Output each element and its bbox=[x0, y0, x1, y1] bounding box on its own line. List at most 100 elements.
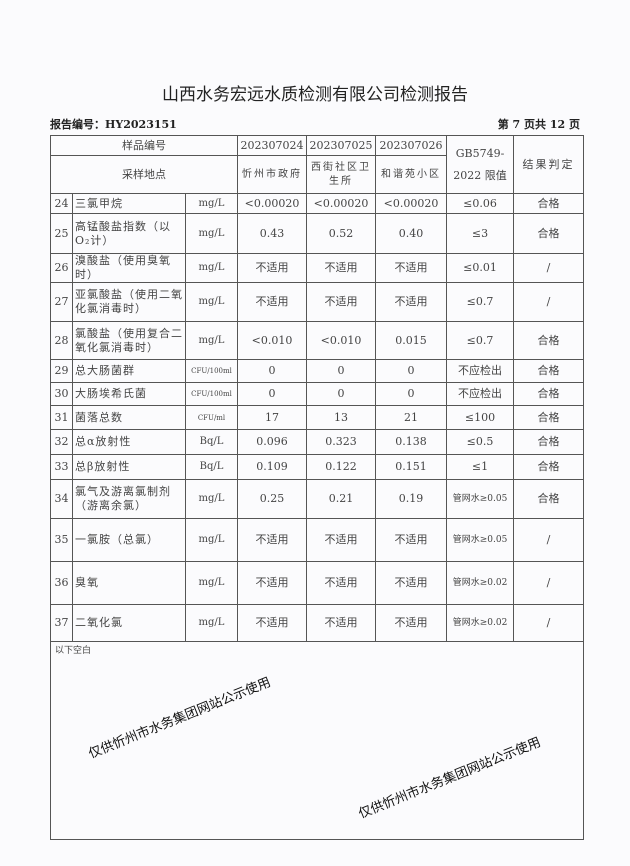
result-judgement: 合格 bbox=[513, 382, 585, 406]
value-sample-1: 不适用 bbox=[237, 282, 308, 322]
unit: mg/L bbox=[184, 213, 239, 254]
table-row: 33 总β放射性 Bq/L 0.109 0.122 0.151 ≤1 合格 bbox=[50, 454, 585, 480]
row-number: 28 bbox=[50, 321, 73, 360]
parameter-name: 氯气及游离氯制剂（游离余氯） bbox=[72, 479, 186, 519]
value-sample-1: 0.109 bbox=[237, 454, 308, 480]
table-row: 32 总α放射性 Bq/L 0.096 0.323 0.138 ≤0.5 合格 bbox=[50, 429, 585, 455]
value-sample-3: 不适用 bbox=[375, 518, 448, 562]
header-row-sample-no: 样品编号 202307024 202307025 202307026 GB574… bbox=[49, 135, 585, 194]
row-number: 26 bbox=[50, 253, 73, 283]
unit: mg/L bbox=[184, 479, 239, 519]
limit-value: 管网水≥0.02 bbox=[446, 604, 515, 642]
parameter-name: 总β放射性 bbox=[72, 454, 186, 480]
unit: mg/L bbox=[184, 518, 239, 562]
page-number: 第 7 页共 12 页 bbox=[497, 118, 580, 131]
row-number: 37 bbox=[50, 604, 73, 642]
result-judgement: 合格 bbox=[513, 213, 585, 254]
row-number: 34 bbox=[50, 479, 73, 519]
value-sample-2: 不适用 bbox=[306, 518, 377, 562]
site-label: 采样地点 bbox=[49, 155, 239, 194]
parameter-name: 高锰酸盐指数（以O₂计） bbox=[72, 213, 186, 254]
sample-no-label: 样品编号 bbox=[49, 135, 239, 156]
value-sample-2: 不适用 bbox=[306, 282, 377, 322]
parameter-name: 总大肠菌群 bbox=[72, 359, 186, 383]
limit-value: 管网水≥0.05 bbox=[446, 518, 515, 562]
result-header: 结果判定 bbox=[513, 135, 585, 194]
row-number: 32 bbox=[50, 429, 73, 455]
value-sample-2: <0.00020 bbox=[306, 193, 377, 214]
row-number: 25 bbox=[50, 213, 73, 254]
value-sample-1: 不适用 bbox=[237, 561, 308, 605]
row-number: 30 bbox=[50, 382, 73, 406]
value-sample-3: 不适用 bbox=[375, 282, 448, 322]
value-sample-3: 0.151 bbox=[375, 454, 448, 480]
sample-no-2: 202307025 bbox=[306, 135, 377, 156]
sample-no-1: 202307024 bbox=[237, 135, 308, 156]
table-row: 24 三氯甲烷 mg/L <0.00020 <0.00020 <0.00020 ≤0.06 合… bbox=[50, 193, 585, 214]
value-sample-2: 0.122 bbox=[306, 454, 377, 480]
limit-value: 管网水≥0.02 bbox=[446, 561, 515, 605]
result-judgement: 合格 bbox=[513, 321, 585, 360]
results-table: 样品编号 202307024 202307025 202307026 GB574… bbox=[49, 135, 585, 840]
unit: mg/L bbox=[184, 321, 239, 360]
value-sample-3: 0 bbox=[375, 359, 448, 383]
value-sample-1: 不适用 bbox=[237, 518, 308, 562]
value-sample-2: <0.010 bbox=[306, 321, 377, 360]
table-row: 25 高锰酸盐指数（以O₂计） mg/L 0.43 0.52 0.40 ≤3 合格 bbox=[50, 213, 585, 254]
value-sample-2: 0 bbox=[306, 359, 377, 383]
table-row: 29 总大肠菌群 CFU/100ml 0 0 0 不应检出 合格 bbox=[50, 359, 585, 383]
limit-value: ≤0.06 bbox=[446, 193, 515, 214]
parameter-name: 大肠埃希氏菌 bbox=[72, 382, 186, 406]
value-sample-1: 17 bbox=[237, 405, 308, 430]
unit: mg/L bbox=[184, 282, 239, 322]
unit: CFU/100ml bbox=[184, 382, 239, 406]
parameter-name: 亚氯酸盐（使用二氧化氯消毒时） bbox=[72, 282, 186, 322]
limit-value: ≤0.7 bbox=[446, 321, 515, 360]
unit: mg/L bbox=[184, 193, 239, 214]
row-number: 24 bbox=[50, 193, 73, 214]
value-sample-3: 21 bbox=[375, 405, 448, 430]
blank-area: 以下空白 仅供忻州市水务集团网站公示使用 仅供忻州市水务集团网站公示使用 bbox=[55, 644, 579, 837]
value-sample-1: 0.096 bbox=[237, 429, 308, 455]
row-number: 31 bbox=[50, 405, 73, 430]
parameter-name: 三氯甲烷 bbox=[72, 193, 186, 214]
table-row: 31 菌落总数 CFU/ml 17 13 21 ≤100 合格 bbox=[50, 405, 585, 430]
result-judgement: / bbox=[513, 253, 585, 283]
result-judgement: 合格 bbox=[513, 359, 585, 383]
table-row: 28 氯酸盐（使用复合二氧化氯消毒时） mg/L <0.010 <0.010 0.015 ≤… bbox=[50, 321, 585, 360]
blank-note: 以下空白 bbox=[55, 646, 92, 656]
parameter-name: 溴酸盐（使用臭氧时） bbox=[72, 253, 186, 283]
unit: mg/L bbox=[184, 253, 239, 283]
site-3: 和谐苑小区 bbox=[375, 155, 448, 194]
value-sample-1: 0.43 bbox=[237, 213, 308, 254]
table-row: 27 亚氯酸盐（使用二氧化氯消毒时） mg/L 不适用 不适用 不适用 ≤0.7/ bbox=[50, 282, 585, 322]
result-judgement: / bbox=[513, 561, 585, 605]
row-number: 35 bbox=[50, 518, 73, 562]
value-sample-1: 不适用 bbox=[237, 604, 308, 642]
table-row: 36 臭氧 mg/L 不适用 不适用 不适用 管网水≥0.02/ bbox=[50, 561, 585, 605]
result-judgement: 合格 bbox=[513, 193, 585, 214]
watermark: 仅供忻州市水务集团网站公示使用 bbox=[86, 675, 274, 763]
parameter-name: 菌落总数 bbox=[72, 405, 186, 430]
value-sample-2: 不适用 bbox=[306, 253, 377, 283]
result-judgement: / bbox=[513, 604, 585, 642]
value-sample-2: 0.21 bbox=[306, 479, 377, 519]
limit-value: ≤100 bbox=[446, 405, 515, 430]
limit-value: 不应检出 bbox=[446, 382, 515, 406]
value-sample-2: 13 bbox=[306, 405, 377, 430]
result-judgement: 合格 bbox=[513, 405, 585, 430]
table-row: 35 一氯胺（总氯） mg/L 不适用 不适用 不适用 管网水≥0.05/ bbox=[50, 518, 585, 562]
value-sample-1: <0.010 bbox=[237, 321, 308, 360]
value-sample-3: 0.19 bbox=[375, 479, 448, 519]
value-sample-1: 0 bbox=[237, 359, 308, 383]
result-judgement: 合格 bbox=[513, 429, 585, 455]
value-sample-2: 0.323 bbox=[306, 429, 377, 455]
value-sample-3: 不适用 bbox=[375, 604, 448, 642]
parameter-name: 氯酸盐（使用复合二氧化氯消毒时） bbox=[72, 321, 186, 360]
site-2: 西街社区卫生所 bbox=[306, 155, 377, 194]
value-sample-3: 不适用 bbox=[375, 253, 448, 283]
result-judgement: / bbox=[513, 282, 585, 322]
value-sample-3: 0.138 bbox=[375, 429, 448, 455]
parameter-name: 总α放射性 bbox=[72, 429, 186, 455]
value-sample-2: 不适用 bbox=[306, 561, 377, 605]
